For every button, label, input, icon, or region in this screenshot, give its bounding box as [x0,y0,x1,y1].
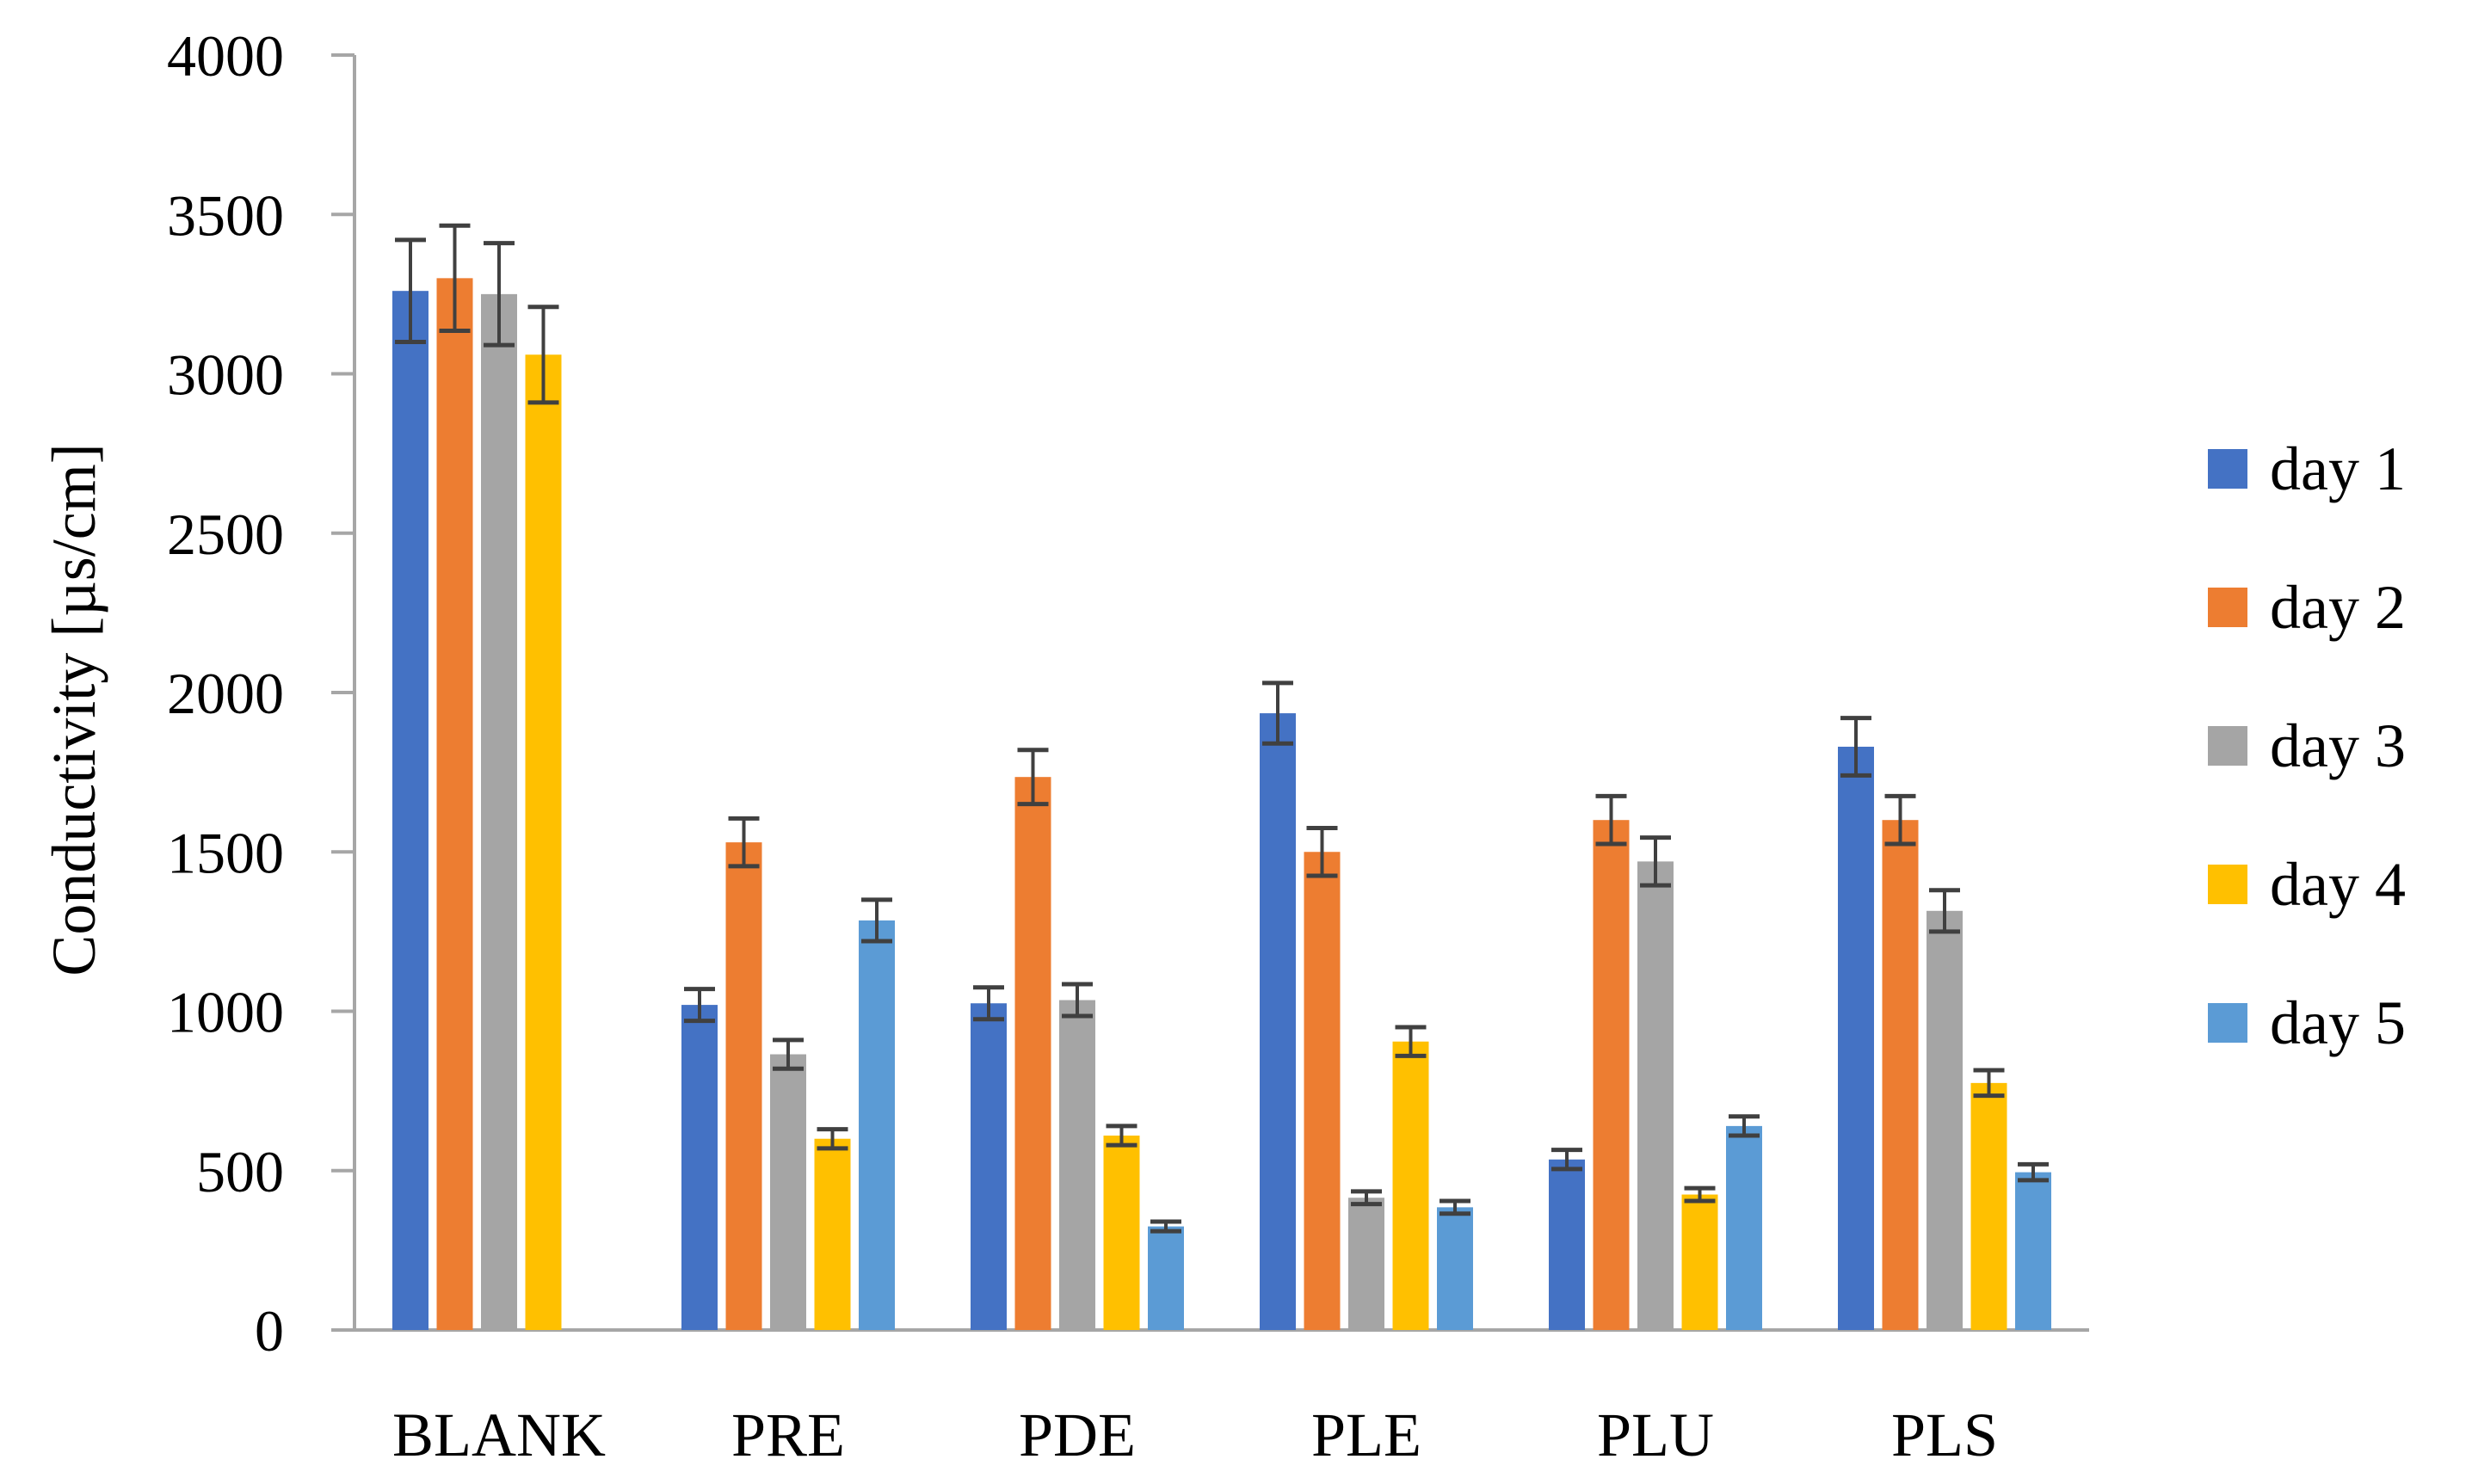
bar-ple-day-1 [1260,713,1296,1330]
x-tick-label: PLS [1891,1401,1998,1469]
error-bar [527,305,559,405]
bar-pls-day-5 [2015,1172,2051,1330]
legend-item: day 5 [2208,988,2406,1057]
y-tick-label: 2000 [167,661,284,726]
error-bar [1306,825,1338,878]
x-tick-label: BLANK [392,1401,606,1469]
labels-layer: 0 500 1000 1500 2000 2500 3000 3500 4000 Conducti… [40,23,1998,1469]
error-bar [1062,982,1093,1019]
bar-plu-day-5 [1726,1125,1762,1330]
bar-blank-day-3 [481,293,517,1330]
error-bar [1262,680,1293,746]
error-bar [1150,1219,1181,1234]
x-tick-label: PLE [1311,1401,1421,1469]
legend-label: day 5 [2270,988,2406,1057]
legend-swatch [2208,449,2247,489]
bar-pre-day-5 [859,920,895,1330]
bar-pls-day-1 [1838,746,1874,1330]
error-bar [395,237,426,344]
legend: day 1 day 2 day 3 day 4 day 5 [2208,434,2406,1057]
bar-pls-day-4 [1970,1082,2007,1330]
y-tick-label: 1500 [167,820,284,885]
legend-swatch [2208,1003,2247,1043]
legend-label: day 4 [2270,850,2406,919]
bar-pde-day-5 [1148,1226,1184,1330]
bar-pls-day-2 [1882,820,1919,1330]
bar-pre-day-1 [681,1005,718,1330]
legend-item: day 3 [2208,711,2406,780]
error-bar [1551,1148,1582,1172]
error-bar [773,1038,804,1071]
x-tick-label: PRE [731,1401,845,1469]
error-bar [1684,1185,1716,1204]
bar-pde-day-3 [1059,1000,1095,1330]
error-bar [684,987,715,1024]
bar-pre-day-2 [725,842,762,1330]
legend-label: day 1 [2270,434,2406,503]
error-bar [1840,716,1871,778]
bar-plu-day-4 [1681,1194,1718,1330]
y-tick-label: 3500 [167,182,284,248]
error-bar [1440,1198,1470,1216]
bar-pde-day-2 [1014,777,1051,1330]
y-tick-label: 0 [255,1298,284,1364]
legend-label: day 3 [2270,711,2406,780]
bar-pls-day-3 [1927,910,1963,1330]
error-bars-layer [395,223,2049,1234]
error-bar [1017,748,1049,807]
error-bar [728,816,760,869]
error-bar [1595,793,1627,847]
legend-label: day 2 [2270,573,2406,642]
error-bar [1929,888,1960,934]
bar-pre-day-3 [770,1054,806,1330]
bar-ple-day-4 [1392,1041,1429,1330]
legend-swatch [2208,865,2247,904]
x-tick-label: PDE [1019,1401,1136,1469]
bar-pre-day-4 [814,1138,851,1330]
y-tick-label: 500 [196,1139,284,1204]
error-bar [973,985,1004,1022]
legend-swatch [2208,588,2247,627]
y-axis-title: Conductivity [µs/cm] [40,443,108,976]
legend-swatch [2208,726,2247,766]
bar-ple-day-2 [1304,852,1341,1330]
legend-item: day 1 [2208,434,2406,503]
error-bar [439,223,471,333]
legend-item: day 4 [2208,850,2406,919]
error-bar [1106,1124,1137,1148]
error-bar [2018,1161,2049,1183]
error-bar [1351,1189,1382,1207]
bar-pde-day-4 [1103,1135,1140,1330]
error-bar [1729,1114,1760,1138]
bar-pde-day-1 [971,1003,1007,1330]
legend-item: day 2 [2208,573,2406,642]
bar-plu-day-1 [1549,1159,1585,1330]
error-bar [817,1127,848,1151]
y-tick-label: 2500 [167,502,284,567]
error-bar [1884,793,1916,847]
axes-layer [331,53,2089,1332]
bar-blank-day-2 [436,278,473,1331]
y-tick-label: 3000 [167,342,284,408]
y-tick-label: 1000 [167,980,284,1045]
bar-plu-day-3 [1637,861,1674,1330]
error-bar [484,241,515,348]
bar-ple-day-3 [1348,1198,1384,1330]
bar-blank-day-4 [525,354,562,1330]
x-tick-label: PLU [1597,1401,1714,1469]
y-tick-label: 4000 [167,23,284,89]
bar-blank-day-1 [392,291,428,1330]
bars-layer [392,278,2051,1331]
bar-plu-day-2 [1593,820,1630,1330]
bar-ple-day-5 [1437,1207,1473,1330]
error-bar [1973,1068,2005,1099]
error-bar [861,897,892,944]
error-bar [1395,1025,1427,1058]
error-bar [1640,835,1671,888]
